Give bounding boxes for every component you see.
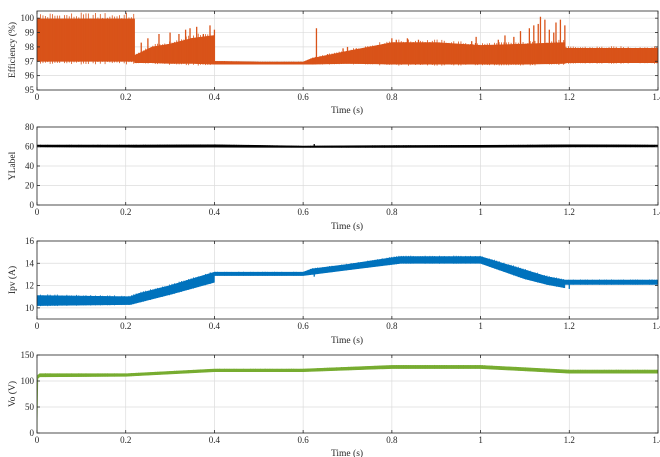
y-tick-label: 16 <box>25 236 35 246</box>
x-tick-label: 1.2 <box>564 321 575 331</box>
x-axis-label-efficiency: Time (s) <box>331 105 363 116</box>
series-band-vo <box>37 365 658 433</box>
x-tick-label: 1.4 <box>652 321 660 331</box>
series-band-second <box>37 144 658 148</box>
y-tick-label: 95 <box>25 85 35 95</box>
y-tick-label: 80 <box>25 122 35 132</box>
y-axis-label-ipv: Ipv (A) <box>7 266 18 294</box>
x-axis-label-ipv: Time (s) <box>331 335 363 346</box>
x-tick-label: 1 <box>478 435 483 445</box>
x-tick-label: 0.8 <box>386 92 398 102</box>
y-axis-label-efficiency: Efficiency (%) <box>7 22 18 78</box>
series-ripple-vo <box>37 364 658 379</box>
plot-area-second: 0 0.2 0.4 0.6 0.8 1 1.2 1.4 0 20 40 60 80 <box>25 122 660 217</box>
x-tick-label: 1.2 <box>564 435 575 445</box>
y-axis-label-vo: Vo (V) <box>7 381 18 407</box>
y-tick-label: 40 <box>25 161 35 171</box>
y-tick-label: 20 <box>25 181 35 191</box>
series-ripple-second <box>37 144 658 148</box>
x-tick-label: 0.4 <box>209 92 221 102</box>
plot-area-efficiency: 0 0.2 0.4 0.6 0.8 1 1.2 1.4 95 96 97 98 99 100 <box>21 10 660 102</box>
x-tick-label: 0 <box>35 321 40 331</box>
x-tick-label: 0.2 <box>120 435 131 445</box>
y-tick-label: 100 <box>21 13 35 23</box>
x-tick-label: 1 <box>478 321 483 331</box>
x-tick-label: 0 <box>35 92 40 102</box>
series-ripple-efficiency <box>37 12 658 66</box>
x-tick-label: 1.4 <box>652 207 660 217</box>
subplot-ylabel: YLabel Time (s) <box>8 151 363 232</box>
x-tick-label: 0.6 <box>298 435 310 445</box>
x-tick-label: 0.6 <box>298 321 310 331</box>
x-tick-label: 1 <box>478 207 483 217</box>
y-tick-label: 60 <box>25 142 35 152</box>
y-tick-label: 98 <box>25 42 35 52</box>
y-tick-label: 10 <box>25 303 35 313</box>
y-tick-label: 0 <box>30 428 35 438</box>
x-tick-label: 1.2 <box>564 207 575 217</box>
x-tick-label: 0.2 <box>120 321 131 331</box>
subplot-ipv: Ipv (A) Time (s) <box>7 266 363 346</box>
plot-area-vo: 0 0.2 0.4 0.6 0.8 1 1.2 1.4 0 50 100 150 <box>21 350 660 445</box>
x-tick-label: 0 <box>35 207 40 217</box>
x-tick-label: 1 <box>478 92 483 102</box>
series-band-ipv <box>37 256 658 306</box>
y-tick-label: 150 <box>21 350 35 360</box>
axes-box-vo <box>36 354 659 434</box>
y-tick-label: 14 <box>25 258 35 268</box>
x-tick-label: 0.8 <box>386 435 398 445</box>
axes-box-ipv <box>36 240 659 320</box>
axes-box-efficiency <box>36 10 659 91</box>
x-tick-label: 0 <box>35 435 40 445</box>
x-tick-label: 0.6 <box>298 207 310 217</box>
y-tick-label: 99 <box>25 28 35 38</box>
x-axis-label-second: Time (s) <box>331 221 363 232</box>
x-tick-label: 1.4 <box>652 92 660 102</box>
x-tick-label: 0.8 <box>386 207 398 217</box>
x-tick-label: 0.6 <box>298 92 310 102</box>
series-ripple-ipv <box>37 255 658 307</box>
x-tick-label: 0.2 <box>120 207 131 217</box>
x-tick-label: 0.4 <box>209 207 221 217</box>
y-tick-label: 97 <box>25 56 35 66</box>
plot-area-ipv: 0 0.2 0.4 0.6 0.8 1 1.2 1.4 10 12 14 16 <box>25 236 660 331</box>
x-tick-label: 1.2 <box>564 92 575 102</box>
subplot-efficiency: Efficiency (%) Time (s) <box>7 22 363 116</box>
y-tick-label: 0 <box>30 200 35 210</box>
y-tick-label: 96 <box>25 71 35 81</box>
y-axis-label-second: YLabel <box>8 151 18 180</box>
x-tick-label: 0.8 <box>386 321 398 331</box>
x-tick-label: 1.4 <box>652 435 660 445</box>
x-tick-label: 0.4 <box>209 435 221 445</box>
subplot-vo: Vo (V) Time (s) <box>7 381 363 457</box>
x-axis-label-vo: Time (s) <box>331 448 363 457</box>
y-tick-label: 12 <box>25 281 34 291</box>
x-tick-label: 0.4 <box>209 321 221 331</box>
y-tick-label: 100 <box>21 376 35 386</box>
y-tick-label: 50 <box>25 402 35 412</box>
x-tick-label: 0.2 <box>120 92 131 102</box>
